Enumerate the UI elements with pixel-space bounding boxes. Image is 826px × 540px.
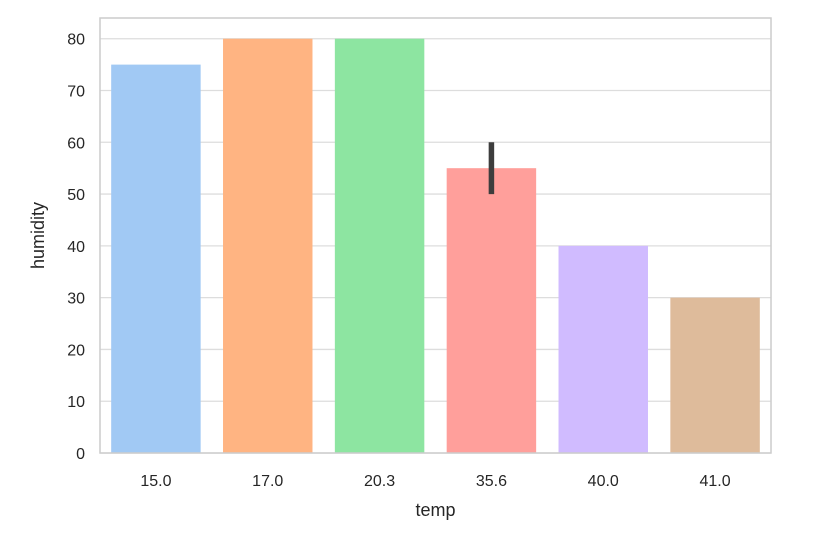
y-tick-label: 50 (67, 187, 85, 204)
y-tick-label: 10 (67, 394, 85, 411)
x-axis-label: temp (415, 500, 455, 520)
bar (446, 168, 537, 453)
y-tick-label: 20 (67, 342, 85, 359)
bar (334, 38, 425, 453)
y-tick-label: 70 (67, 84, 85, 101)
y-tick-labels: 0 10 20 30 40 50 60 70 80 (67, 32, 85, 463)
x-tick-label: 15.0 (140, 473, 171, 490)
bars (111, 38, 760, 453)
y-tick-label: 30 (67, 291, 85, 308)
bar (670, 297, 760, 453)
x-tick-label: 40.0 (588, 473, 619, 490)
x-tick-labels: 15.0 17.0 20.3 35.6 40.0 41.0 (140, 473, 730, 490)
x-tick-label: 20.3 (364, 473, 395, 490)
x-tick-label: 17.0 (252, 473, 283, 490)
y-tick-label: 40 (67, 239, 85, 256)
bar (223, 38, 313, 453)
plot-frame (99, 17, 772, 454)
bar (558, 245, 648, 453)
grid-lines (100, 38, 771, 454)
y-tick-label: 80 (67, 32, 85, 49)
x-tick-label: 35.6 (476, 473, 507, 490)
x-tick-label: 41.0 (700, 473, 731, 490)
y-tick-label: 0 (76, 446, 85, 463)
y-axis-label: humidity (28, 202, 48, 269)
y-tick-label: 60 (67, 135, 85, 152)
bar (111, 64, 201, 453)
